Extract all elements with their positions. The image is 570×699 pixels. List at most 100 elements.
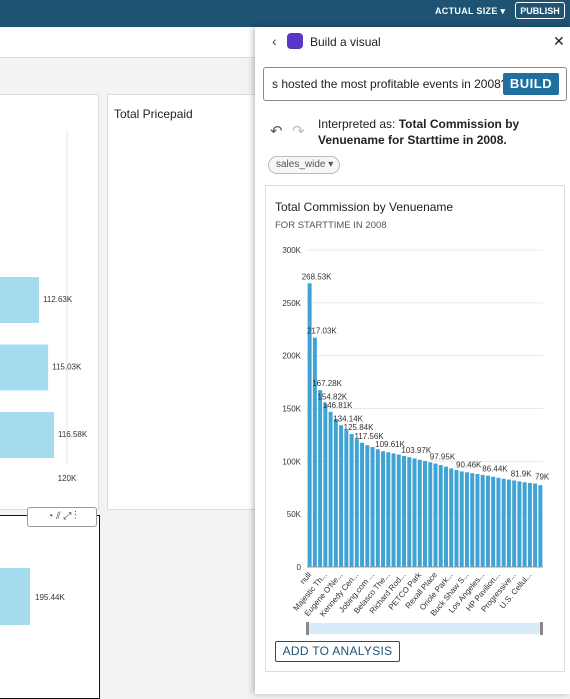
bar <box>423 461 427 567</box>
x-tick-label: 120K <box>58 474 77 483</box>
data-label: 217.03K <box>307 327 337 336</box>
bar <box>470 473 475 567</box>
bar <box>318 390 323 567</box>
bar <box>0 344 49 391</box>
data-label: 81.9K <box>511 469 533 478</box>
build-button[interactable]: BUILD <box>503 73 559 95</box>
data-label: 90.46K <box>456 460 482 469</box>
data-label: 115.03K <box>52 363 82 372</box>
interp-text: Total Commission by Venuename for Startt… <box>318 117 520 147</box>
y-tick-label: 100K <box>282 457 301 466</box>
bar <box>407 457 412 567</box>
data-label: 134.14K <box>333 414 363 423</box>
bar <box>381 451 386 567</box>
bar <box>386 452 391 567</box>
bar <box>428 462 433 567</box>
bar <box>402 455 407 567</box>
data-label: 116.58K <box>58 430 88 439</box>
bar <box>443 466 448 567</box>
bar <box>412 458 417 567</box>
y-tick-label: 300K <box>282 246 301 255</box>
panel-title: Total Pricepaid <box>114 107 193 121</box>
bar <box>360 442 365 567</box>
bar <box>480 474 485 567</box>
data-label: 97.95K <box>430 452 456 461</box>
visual-toolbar[interactable]: ◔ ⫽ ⤢ ⋮ <box>27 507 97 527</box>
actual-size-label: ACTUAL SIZE <box>435 6 498 16</box>
bar <box>312 337 317 567</box>
dataset-pill[interactable]: sales_wide ▾ <box>268 156 340 174</box>
bar <box>339 425 344 567</box>
query-text: s hosted the most profitable events in 2… <box>272 77 508 91</box>
bar <box>323 403 328 567</box>
bar <box>344 430 349 567</box>
bar <box>438 465 443 567</box>
bar <box>533 483 538 567</box>
y-tick-label: 150K <box>282 405 301 414</box>
scroll-handle <box>540 622 543 635</box>
bar <box>506 479 511 567</box>
undo-button[interactable]: ↶ <box>270 123 283 140</box>
data-label: 103.97K <box>401 446 431 455</box>
sheet-strip <box>0 27 255 58</box>
redo-button[interactable]: ↷ <box>292 123 305 140</box>
bar <box>0 277 39 323</box>
data-label: 125.84K <box>344 423 374 432</box>
visual-panel[interactable] <box>107 94 257 510</box>
bar <box>454 469 459 567</box>
back-button[interactable]: ‹ <box>272 33 277 49</box>
bar <box>449 468 454 567</box>
scroll-handle <box>306 622 309 635</box>
add-button[interactable]: ADD TO ANALYSIS <box>275 641 400 662</box>
y-tick-label: 0 <box>297 563 302 572</box>
bar <box>396 454 401 567</box>
chart-subtitle: FOR STARTTIME IN 2008 <box>275 220 387 231</box>
data-label: 167.28K <box>312 379 342 388</box>
data-label: 79K <box>535 473 550 482</box>
publish-button[interactable]: PUBLISH <box>515 2 565 19</box>
bar <box>0 412 55 458</box>
data-label: 195.44K <box>35 593 65 602</box>
close-button[interactable]: ✕ <box>553 33 565 49</box>
bar <box>365 445 370 567</box>
data-label: 146.81K <box>323 401 353 410</box>
bar <box>433 463 438 567</box>
bar <box>527 482 532 567</box>
data-label: 268.53K <box>302 272 332 281</box>
bar <box>464 472 469 567</box>
bar <box>496 477 501 567</box>
bar <box>370 447 375 567</box>
y-tick-label: 50K <box>287 510 302 519</box>
data-label: 154.82K <box>317 392 347 401</box>
bar <box>375 449 380 567</box>
bar <box>538 485 543 567</box>
dataset-label: sales_wide <box>276 159 326 170</box>
bar <box>512 480 517 567</box>
bar <box>354 439 359 567</box>
scroll-bar <box>308 623 542 634</box>
bar <box>328 411 333 567</box>
y-tick-label: 250K <box>282 299 301 308</box>
bar <box>475 474 480 567</box>
y-tick-label: 200K <box>282 352 301 361</box>
bar <box>333 418 338 567</box>
logo <box>287 33 303 49</box>
top-bar <box>0 0 570 27</box>
data-label: 117.56K <box>354 432 384 441</box>
bar <box>501 478 506 567</box>
actual-size[interactable]: ACTUAL SIZE ▾ <box>435 6 506 16</box>
bar <box>349 434 354 567</box>
data-label: 109.61K <box>375 440 405 449</box>
data-label: 86.44K <box>482 465 508 474</box>
bar <box>485 475 490 567</box>
bar <box>522 482 527 567</box>
data-label: 112.63K <box>43 295 73 304</box>
interpretation: Interpreted as: Total Commission by Venu… <box>318 116 558 148</box>
panel-header: Build a visual <box>310 35 381 49</box>
chart-title: Total Commission by Venuename <box>275 200 453 214</box>
bar <box>391 453 396 567</box>
bar <box>491 476 496 567</box>
bar <box>459 471 464 567</box>
